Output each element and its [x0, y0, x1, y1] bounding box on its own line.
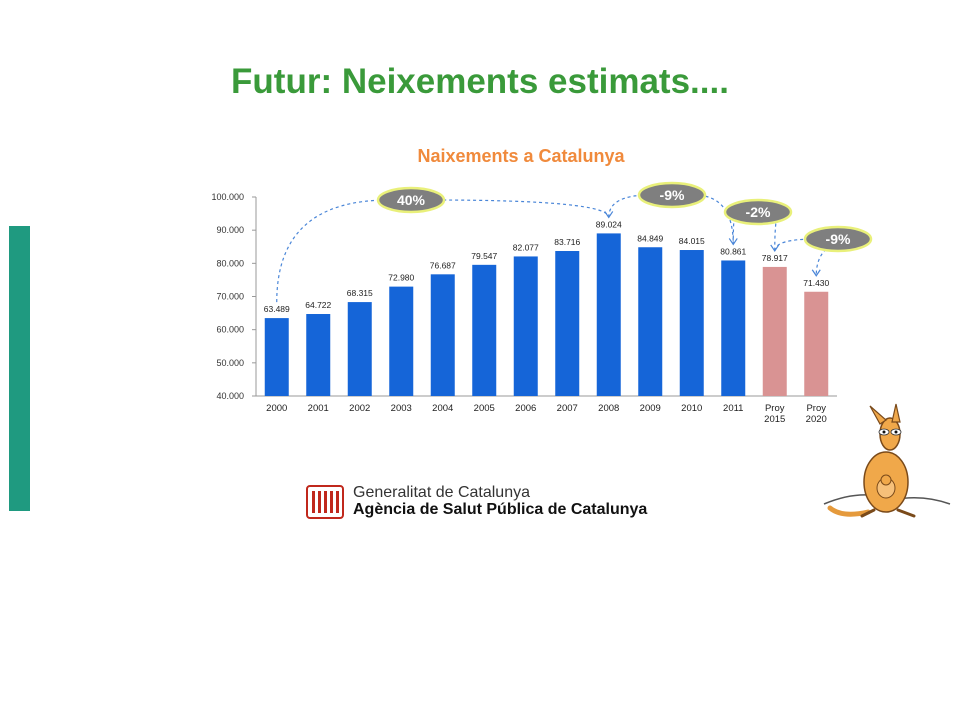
- data-label: 64.722: [305, 300, 331, 310]
- data-label: 79.547: [471, 251, 497, 261]
- generalitat-seal-icon: [306, 485, 344, 519]
- data-label: 80.861: [720, 246, 746, 256]
- y-tick-label: 50.000: [216, 358, 244, 368]
- bar: [472, 264, 497, 396]
- x-axis-labels: 2000 2001 2002 2003 2004 2005 2006 2007 2008 2009…: [266, 403, 827, 425]
- footer-government-name: Generalitat de Catalunya: [353, 484, 530, 501]
- x-tick-label: 2003: [391, 403, 412, 414]
- kangaroo-mascot-icon: [823, 403, 951, 518]
- x-tick-label: 2001: [308, 403, 329, 414]
- data-label: 82.077: [513, 242, 539, 252]
- x-tick-label: Proy 2020: [806, 403, 827, 425]
- annotation-bubble: [637, 181, 707, 209]
- data-label: 83.716: [554, 237, 580, 247]
- data-label: 84.015: [679, 236, 705, 246]
- births-chart: Naixements a Catalunya 40.000 50.000 60.00…: [211, 146, 873, 425]
- bar: [306, 314, 331, 396]
- x-tick-label: 2006: [515, 403, 536, 414]
- x-tick-label: 2009: [640, 403, 661, 414]
- x-tick-label: 2000: [266, 403, 287, 414]
- footer-agency-name: Agència de Salut Pública de Catalunya: [353, 501, 648, 518]
- y-tick-label: 60.000: [216, 325, 244, 335]
- annotation-label: 40%: [397, 192, 426, 208]
- bar: [264, 318, 289, 396]
- x-tick-label: 2007: [557, 403, 578, 414]
- x-tick-label: 2002: [349, 403, 370, 414]
- x-tick-label: 2008: [598, 403, 619, 414]
- annotation-arrow: [774, 238, 861, 276]
- bar: [430, 274, 455, 396]
- brand-sidebar: Sant Joan de Déu: [9, 226, 38, 728]
- bar: [555, 251, 580, 396]
- data-label: 89.024: [596, 219, 622, 229]
- data-label: 72.980: [388, 273, 414, 283]
- brand-logo-text: Sant Joan de Déu: [20, 596, 38, 728]
- data-label: 78.917: [762, 253, 788, 263]
- x-tick-label: 2011: [723, 403, 743, 414]
- annotation-bubble: [376, 186, 446, 214]
- x-tick-label: Proy 2015: [764, 403, 785, 425]
- bar: [389, 286, 414, 396]
- y-tick-label: 70.000: [216, 292, 244, 302]
- chart-title: Naixements a Catalunya: [417, 146, 625, 166]
- data-label: 68.315: [347, 288, 373, 298]
- data-labels: 63.489 64.722 68.315 72.980 76.687 79.547 82.0…: [264, 219, 830, 314]
- bar: [762, 266, 787, 396]
- x-tick-label: 2004: [432, 403, 453, 414]
- bar: [638, 247, 663, 396]
- annotation-bubble: [803, 225, 873, 253]
- y-tick-label: 80.000: [216, 258, 244, 268]
- annotation-arrow: [276, 199, 610, 303]
- annotation-label: -2%: [746, 204, 771, 220]
- bars: [264, 233, 829, 396]
- data-label: 76.687: [430, 260, 456, 270]
- bar: [721, 260, 746, 396]
- arrowhead: [728, 238, 738, 246]
- annotations: 40% -9% -2% -9%: [276, 181, 873, 303]
- arrowhead: [811, 269, 821, 277]
- data-label: 63.489: [264, 304, 290, 314]
- y-tick-label: 100.000: [211, 192, 244, 202]
- bar: [679, 250, 704, 396]
- x-tick-label: 2005: [474, 403, 495, 414]
- data-label: 71.430: [803, 278, 829, 288]
- data-label: 84.849: [637, 233, 663, 243]
- slide-title: Futur: Neixements estimats....: [231, 62, 729, 101]
- agency-footer: Generalitat de Catalunya Agència de Salu…: [305, 482, 745, 522]
- bar: [513, 256, 538, 396]
- annotation-label: -9%: [826, 231, 851, 247]
- bar: [347, 302, 372, 396]
- annotation-bubble: [723, 198, 793, 226]
- y-tick-label: 90.000: [216, 225, 244, 235]
- bar: [804, 291, 829, 396]
- annotation-label: -9%: [660, 187, 685, 203]
- y-tick-label: 40.000: [216, 391, 244, 401]
- bar: [596, 233, 621, 396]
- x-tick-label: 2010: [681, 403, 702, 414]
